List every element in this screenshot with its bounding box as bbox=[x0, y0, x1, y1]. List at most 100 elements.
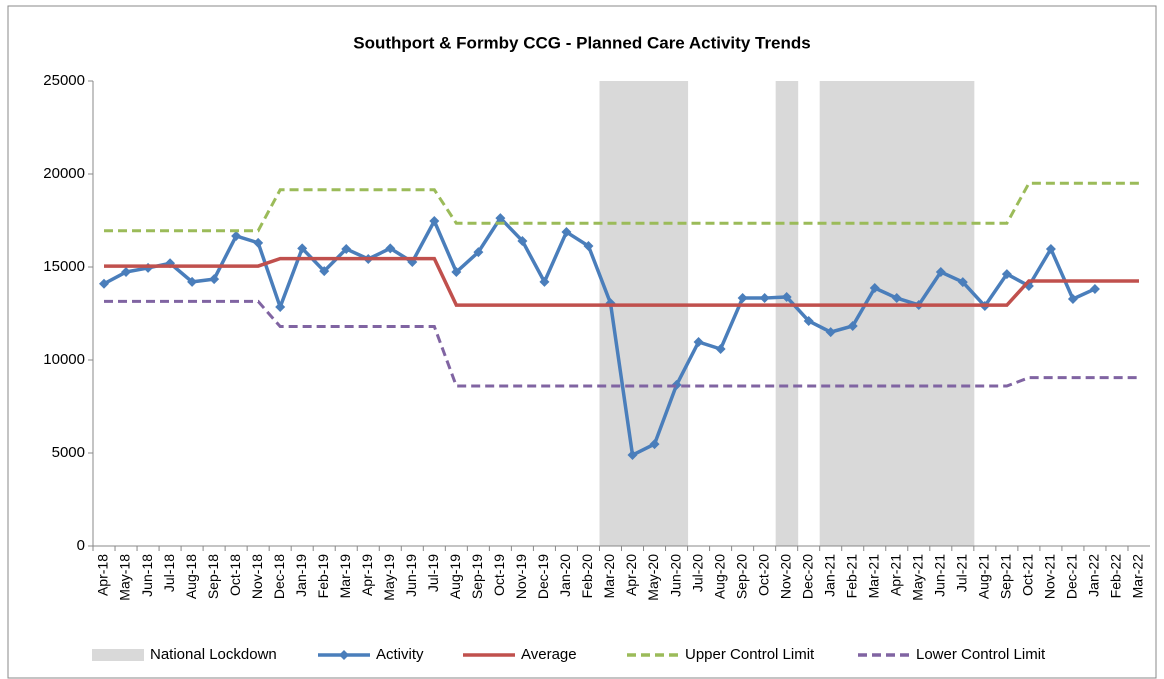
data-point bbox=[869, 283, 880, 294]
x-tick-label: Aug-21 bbox=[976, 554, 992, 599]
x-tick-label: Nov-18 bbox=[249, 554, 265, 599]
data-point bbox=[385, 243, 396, 254]
lockdown-bar bbox=[841, 81, 865, 546]
x-tick-label: Nov-19 bbox=[513, 554, 529, 599]
lockdown-bar bbox=[621, 81, 645, 546]
x-tick-label: Oct-18 bbox=[227, 554, 243, 596]
data-point bbox=[341, 243, 352, 254]
data-point bbox=[297, 243, 308, 254]
x-tick-label: Sep-18 bbox=[205, 554, 221, 599]
data-point bbox=[451, 267, 462, 278]
data-point bbox=[1001, 269, 1012, 280]
x-tick-label: May-21 bbox=[909, 554, 925, 601]
data-point bbox=[737, 293, 748, 304]
legend-label: Upper Control Limit bbox=[685, 646, 815, 663]
y-tick-label: 10000 bbox=[43, 351, 85, 368]
data-point bbox=[891, 293, 902, 304]
lines-layer bbox=[99, 181, 1139, 461]
x-tick-label: Apr-21 bbox=[887, 554, 903, 596]
data-point bbox=[1067, 293, 1078, 304]
x-tick-label: Sep-20 bbox=[733, 554, 749, 599]
x-tick-label: Feb-19 bbox=[315, 554, 331, 599]
x-tick-label: Nov-20 bbox=[777, 554, 793, 599]
data-point bbox=[99, 278, 110, 289]
x-tick-label: Jan-21 bbox=[821, 554, 837, 597]
x-tick-label: Feb-22 bbox=[1108, 554, 1124, 599]
data-point bbox=[275, 301, 286, 312]
x-tick-label: Sep-21 bbox=[998, 554, 1014, 599]
x-tick-label: Dec-19 bbox=[535, 554, 551, 599]
x-tick-label: May-20 bbox=[645, 554, 661, 601]
data-point bbox=[583, 240, 594, 251]
lockdown-bar bbox=[885, 81, 909, 546]
legend-marker bbox=[339, 650, 349, 660]
x-tick-label: Dec-20 bbox=[799, 554, 815, 599]
data-point bbox=[825, 327, 836, 338]
data-point bbox=[957, 277, 968, 288]
x-tick-label: Mar-21 bbox=[865, 554, 881, 599]
legend-label: Activity bbox=[376, 646, 424, 663]
x-tick-label: Mar-20 bbox=[601, 554, 617, 599]
series-line bbox=[104, 256, 1139, 307]
data-point bbox=[121, 267, 132, 278]
data-point bbox=[473, 247, 484, 258]
series-line bbox=[103, 215, 1096, 458]
lockdown-bar bbox=[863, 81, 887, 546]
data-point bbox=[561, 227, 572, 238]
data-point bbox=[231, 230, 242, 241]
lockdown-bar bbox=[775, 81, 799, 546]
x-tick-label: Dec-21 bbox=[1064, 554, 1080, 599]
x-tick-label: Mar-22 bbox=[1130, 554, 1146, 599]
legend-label: National Lockdown bbox=[150, 646, 277, 663]
data-point bbox=[693, 336, 704, 347]
data-point bbox=[1023, 280, 1034, 291]
series-line bbox=[104, 181, 1139, 233]
x-tick-label: Jun-19 bbox=[403, 554, 419, 597]
x-tick-label: Feb-20 bbox=[579, 554, 595, 599]
data-point bbox=[1089, 283, 1100, 294]
data-point bbox=[319, 266, 330, 277]
y-tick-label: 25000 bbox=[43, 72, 85, 89]
x-tick-label: Dec-18 bbox=[271, 554, 287, 599]
x-tick-label: Aug-19 bbox=[447, 554, 463, 599]
data-point bbox=[1045, 243, 1056, 254]
bars-layer bbox=[599, 81, 975, 546]
x-tick-label: Feb-21 bbox=[843, 554, 859, 599]
x-tick-label: Apr-18 bbox=[95, 554, 111, 596]
x-tick-label: Aug-18 bbox=[183, 554, 199, 599]
lockdown-bar bbox=[665, 81, 689, 546]
x-tick-label: Jun-18 bbox=[139, 554, 155, 597]
x-tick-label: Jul-19 bbox=[425, 554, 441, 592]
legend-swatch bbox=[92, 649, 144, 661]
series-line bbox=[104, 299, 1139, 388]
data-point bbox=[495, 213, 506, 224]
legend-label: Lower Control Limit bbox=[916, 646, 1046, 663]
x-tick-label: Jul-20 bbox=[689, 554, 705, 592]
data-point bbox=[539, 276, 550, 287]
x-tick-label: Jun-20 bbox=[667, 554, 683, 597]
x-tick-label: Jul-18 bbox=[161, 554, 177, 592]
lockdown-bar bbox=[929, 81, 953, 546]
data-point bbox=[715, 344, 726, 355]
x-tick-label: May-19 bbox=[381, 554, 397, 601]
data-point bbox=[253, 237, 264, 248]
data-point bbox=[517, 235, 528, 246]
x-tick-label: Jan-22 bbox=[1086, 554, 1102, 597]
x-tick-label: Sep-19 bbox=[469, 554, 485, 599]
y-tick-label: 0 bbox=[77, 537, 85, 554]
chart-title: Southport & Formby CCG - Planned Care Ac… bbox=[353, 33, 810, 52]
x-tick-label: Jun-21 bbox=[932, 554, 948, 597]
data-point bbox=[187, 276, 198, 287]
data-point bbox=[627, 450, 638, 461]
x-tick-label: Jan-19 bbox=[293, 554, 309, 597]
y-tick-label: 5000 bbox=[52, 444, 85, 461]
x-tick-label: Apr-20 bbox=[623, 554, 639, 596]
data-point bbox=[935, 267, 946, 278]
data-point bbox=[781, 291, 792, 302]
x-tick-label: Oct-19 bbox=[491, 554, 507, 596]
lockdown-bar bbox=[907, 81, 931, 546]
x-tick-label: Jul-21 bbox=[954, 554, 970, 592]
x-tick-label: Nov-21 bbox=[1042, 554, 1058, 599]
data-point bbox=[209, 274, 220, 285]
